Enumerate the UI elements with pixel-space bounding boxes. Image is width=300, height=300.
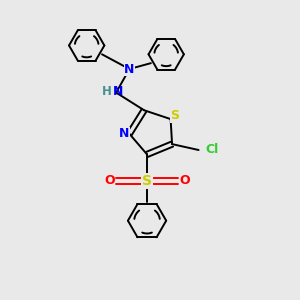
Text: H: H — [102, 85, 112, 98]
Text: S: S — [142, 174, 152, 188]
Text: N: N — [119, 127, 129, 140]
Text: S: S — [170, 109, 179, 122]
Text: O: O — [179, 174, 190, 188]
Text: N: N — [112, 85, 123, 98]
Text: N: N — [124, 62, 135, 76]
Text: Cl: Cl — [205, 143, 218, 157]
Text: O: O — [104, 174, 115, 188]
